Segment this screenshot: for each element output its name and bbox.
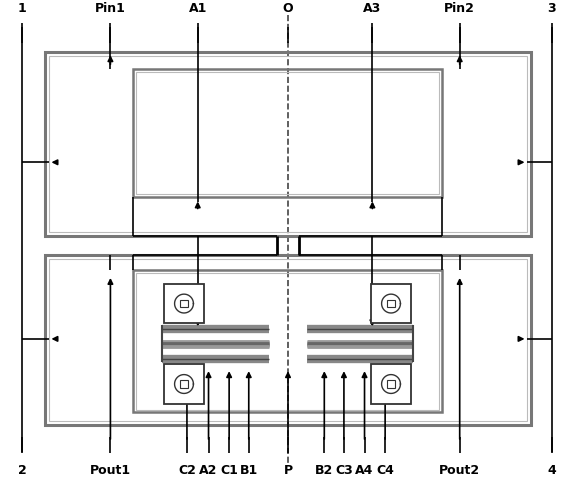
Text: Pout1: Pout1 [90,465,131,478]
Text: B1: B1 [240,465,258,478]
Text: B2: B2 [315,465,334,478]
Text: C4: C4 [376,465,394,478]
Text: Pout2: Pout2 [439,465,480,478]
Text: 3: 3 [548,2,556,15]
Text: O: O [283,2,293,15]
Bar [45,52,531,236]
Text: C1: C1 [220,465,238,478]
Bar [136,273,439,409]
Text: C2: C2 [178,465,196,478]
Text: A2: A2 [199,465,218,478]
Bar [48,56,528,232]
Text: C3: C3 [335,465,353,478]
Text: 2: 2 [18,465,26,478]
Bar [387,380,395,388]
Text: A1: A1 [188,2,207,15]
Bar [133,270,442,412]
Bar [164,364,204,404]
Text: A4: A4 [355,465,374,478]
Bar [372,284,411,323]
Bar [180,380,188,388]
Bar [387,300,395,308]
Bar [45,255,531,425]
Text: P: P [283,465,293,478]
Bar [164,284,204,323]
Text: 1: 1 [18,2,26,15]
Text: Pin2: Pin2 [444,2,475,15]
Bar [180,300,188,308]
Bar [133,69,442,197]
Text: Pin1: Pin1 [95,2,126,15]
Bar [48,259,528,421]
Bar [136,72,439,193]
Bar [372,364,411,404]
Text: 4: 4 [548,465,556,478]
Text: A3: A3 [363,2,381,15]
